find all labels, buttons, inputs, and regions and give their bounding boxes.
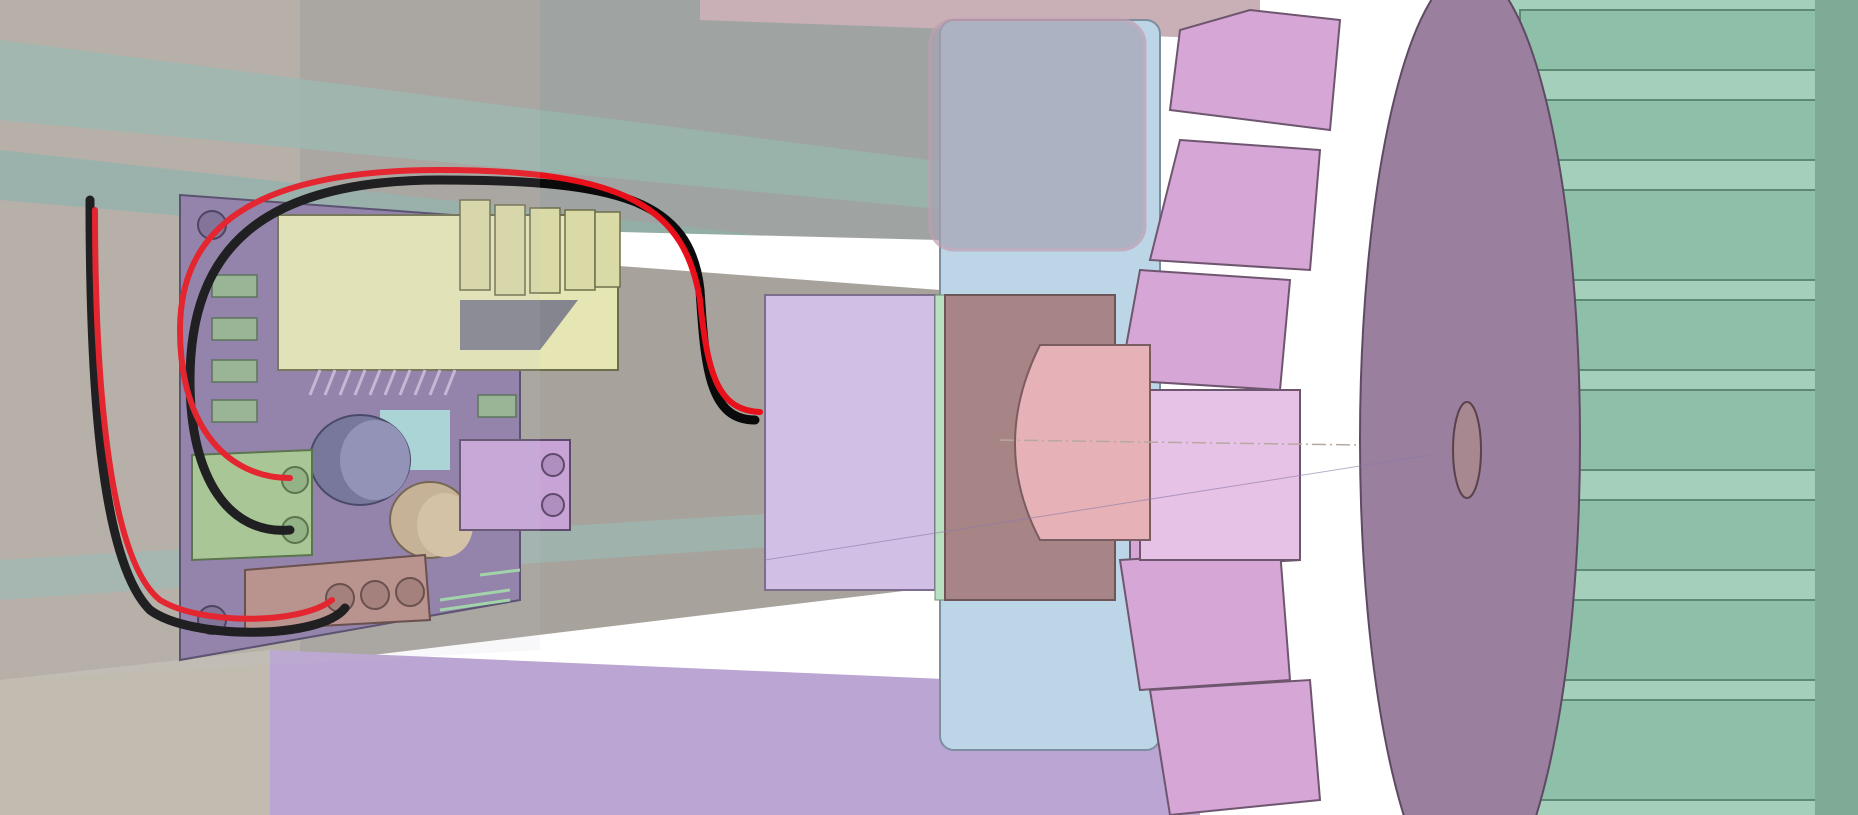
black-wire-left bbox=[85, 195, 350, 637]
header-pins bbox=[439, 568, 521, 612]
red-wire-left bbox=[92, 207, 335, 622]
bracket-slot bbox=[928, 18, 1147, 252]
terminal-block-purple bbox=[459, 439, 571, 531]
electrolytic-capacitor bbox=[309, 410, 473, 559]
wiring bbox=[85, 166, 763, 637]
terminal-block-brown bbox=[244, 553, 432, 632]
heatsink bbox=[277, 199, 621, 371]
glass-panel bbox=[0, 0, 540, 680]
spur-gear bbox=[1118, 0, 1581, 815]
red-wire-top bbox=[176, 166, 763, 481]
gap-lower bbox=[580, 620, 940, 690]
rail-top bbox=[0, 40, 1160, 230]
gap-upper bbox=[540, 230, 940, 290]
dc-motor bbox=[764, 294, 1431, 601]
motor-driver-board bbox=[179, 193, 621, 662]
base-left bbox=[0, 650, 270, 815]
green-gear-rim bbox=[1815, 0, 1858, 815]
